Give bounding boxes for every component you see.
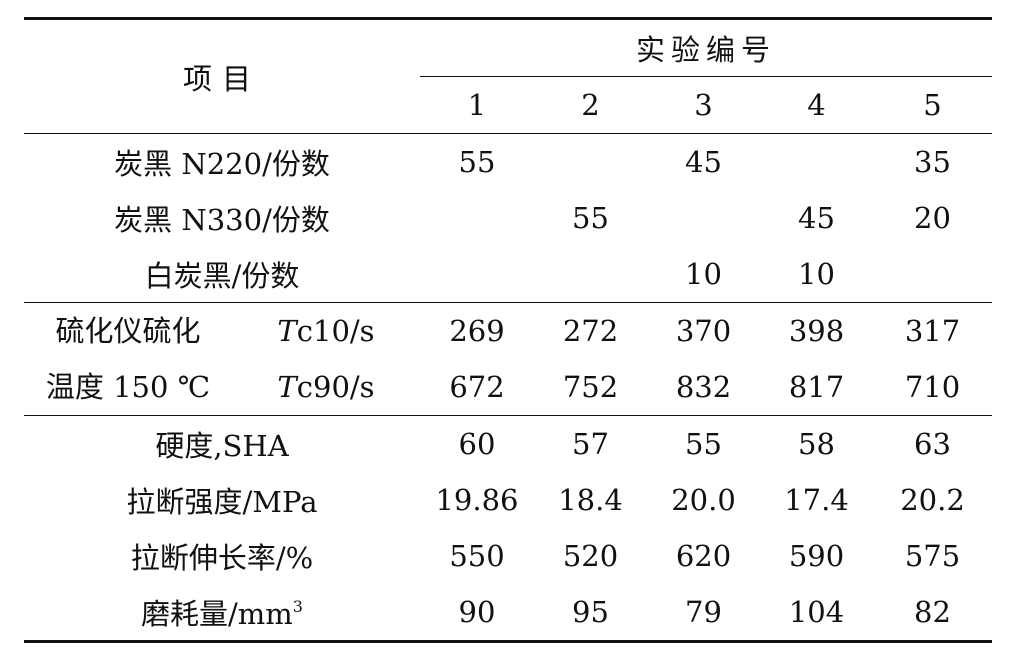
- cell: 20.2: [900, 483, 965, 517]
- row-label: 硬度,SHA: [24, 415, 420, 472]
- row-label: 磨耗量/mm3: [24, 584, 420, 643]
- table-row: Tc90/s 672 752 832 817 710: [24, 359, 992, 416]
- row-label: 拉断伸长率/%: [130, 541, 314, 575]
- cure-group-line1: 硫化仪硫化: [55, 314, 201, 348]
- cell: [647, 190, 760, 246]
- cell: 60: [420, 415, 534, 472]
- row-label: Tc10/s: [232, 302, 420, 359]
- cell: 10: [685, 257, 722, 291]
- var-t: T: [277, 370, 297, 404]
- cell: [534, 246, 647, 303]
- header-number: 1: [467, 88, 487, 122]
- cell: 317: [873, 302, 992, 359]
- cell: 104: [760, 584, 873, 643]
- cell: 817: [788, 370, 845, 404]
- cell: 550: [449, 539, 505, 573]
- cell: 832: [675, 370, 732, 404]
- cell: 95: [534, 584, 647, 643]
- header-number: 4: [807, 88, 826, 122]
- row-label: Tc90/s: [277, 370, 375, 404]
- table-row: 硫化仪硫化温度 150 ℃ Tc10/s 269 272 370 398 317: [24, 302, 992, 416]
- cell: 55: [572, 201, 609, 235]
- cell: 520: [562, 539, 619, 573]
- cell: 752: [562, 370, 619, 404]
- cell: [534, 133, 647, 190]
- cell: 45: [798, 201, 835, 235]
- header-number: 2: [581, 88, 600, 122]
- cell: 398: [760, 302, 873, 359]
- header-group: 实验编号: [420, 17, 992, 77]
- cell: 45: [647, 133, 760, 190]
- cell: 20: [914, 201, 951, 235]
- cell: 710: [904, 370, 961, 404]
- cell: 57: [534, 415, 647, 472]
- cell: 10: [798, 257, 835, 291]
- table-row: 硬度,SHA 60 57 55 58 63: [24, 415, 992, 472]
- row-label: 炭黑 N220/份数: [24, 133, 420, 190]
- cell: 19.86: [435, 483, 519, 517]
- cell: 17.4: [784, 483, 849, 517]
- cell: 18.4: [558, 483, 623, 517]
- row-label: 白炭黑/份数: [144, 259, 300, 293]
- table-row: 拉断伸长率/% 550 520 620 590 575: [24, 528, 992, 584]
- cell: [873, 246, 992, 303]
- header-item: 项目: [24, 17, 420, 134]
- cell: 35: [873, 133, 992, 190]
- table-row: 白炭黑/份数 10 10: [24, 246, 992, 303]
- cell: 620: [675, 539, 732, 573]
- cell: 79: [647, 584, 760, 643]
- cell: 272: [534, 302, 647, 359]
- cell: 90: [420, 584, 534, 643]
- row-label: 炭黑 N330/份数: [114, 203, 330, 237]
- cell: 672: [449, 370, 505, 404]
- cell: 20.0: [671, 483, 736, 517]
- cell: 269: [420, 302, 534, 359]
- table-row: 磨耗量/mm3 90 95 79 104 82: [24, 584, 992, 643]
- table-row: 炭黑 N330/份数 55 45 20: [24, 190, 992, 246]
- cell: 55: [420, 133, 534, 190]
- superscript: 3: [292, 597, 303, 616]
- cell: 590: [788, 539, 845, 573]
- table-row: 拉断强度/MPa 19.86 18.4 20.0 17.4 20.2: [24, 472, 992, 528]
- cell: 55: [647, 415, 760, 472]
- cell: [420, 246, 534, 303]
- cell: 82: [873, 584, 992, 643]
- row-label: 拉断强度/MPa: [126, 485, 318, 519]
- cell: 370: [647, 302, 760, 359]
- header-number: 5: [923, 88, 942, 122]
- header-numbers-row: 1 2 3 4 5: [24, 77, 992, 134]
- data-table: 项目 实验编号 1 2 3 4 5 炭黑 N220/份数 55 45 35 炭黑…: [24, 17, 992, 643]
- cell: 63: [873, 415, 992, 472]
- var-t: T: [277, 314, 297, 348]
- header-row: 项目 实验编号: [24, 17, 992, 134]
- cure-group-label: 硫化仪硫化温度 150 ℃: [24, 302, 232, 416]
- cure-group-line2: 温度 150 ℃: [45, 370, 211, 404]
- cell: [760, 133, 873, 190]
- table-row: 炭黑 N220/份数 55 45 35: [24, 133, 992, 190]
- cell: 575: [904, 539, 961, 573]
- header-number: 3: [694, 88, 713, 122]
- cell: [420, 190, 534, 246]
- cell: 58: [760, 415, 873, 472]
